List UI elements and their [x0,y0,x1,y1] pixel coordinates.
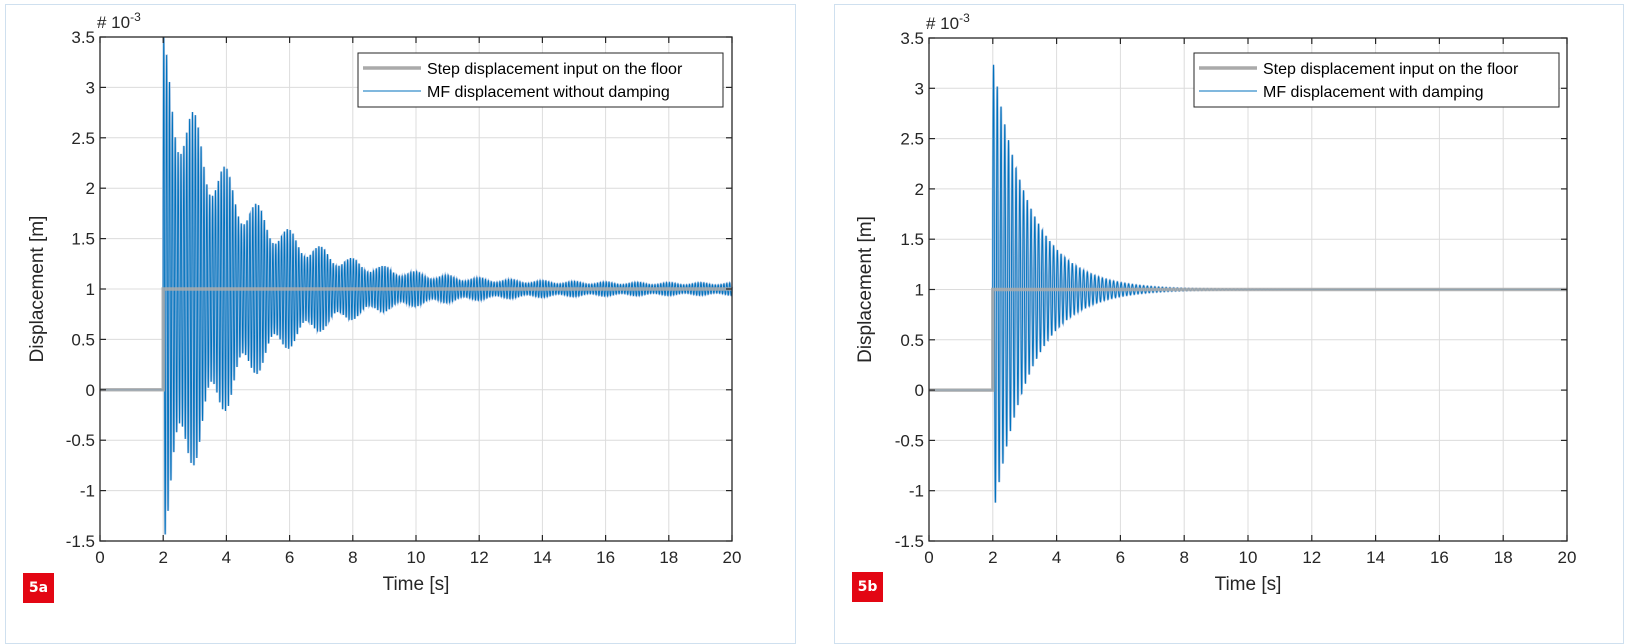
x-tick-label: 20 [723,548,742,567]
plot-series [100,36,734,535]
y-tick-label: 2.5 [71,129,95,148]
x-tick-label: 16 [596,548,615,567]
x-tick-label: 6 [285,548,294,567]
x-tick-label: 18 [1494,548,1513,567]
x-axis-label: Time [s] [1215,574,1282,595]
y-tick-label: 1 [86,280,95,299]
figure-panel-5b [834,4,1624,644]
y-tick-label: 0 [915,381,924,400]
x-tick-label: 12 [470,548,489,567]
figure-badge-5a: 5a [23,573,54,603]
y-tick-label: 2 [86,179,95,198]
y-tick-label: 1 [915,281,924,300]
y-tick-label: -1 [909,482,924,501]
x-tick-label: 16 [1430,548,1449,567]
plot-series [929,64,1567,503]
y-tick-label: 3.5 [900,29,924,48]
y-tick-label: 2.5 [900,130,924,149]
y-tick-label: 1.5 [900,230,924,249]
x-tick-label: 14 [1366,548,1385,567]
axes-box [99,36,733,542]
y-axis-label: Displacement [m] [855,216,876,363]
x-tick-label: 4 [1052,548,1061,567]
x-tick-label: 2 [988,548,997,567]
y-tick-label: 1.5 [71,230,95,249]
legend-box [1193,52,1560,108]
x-tick-label: 18 [659,548,678,567]
legend: Step displacement input on the floor MF … [357,52,724,108]
x-tick-label: 0 [95,548,104,567]
y-tick-label: 0.5 [900,331,924,350]
legend-response-label: MF displacement with damping [1263,84,1484,101]
charts-canvas: 0 2 4 6 8 10 12 14 16 18 20-1.5-1-0.500.511.522.53… [27,10,1576,595]
x-tick-label: 20 [1558,548,1577,567]
y-exponent-label: # 10-3 [97,10,141,32]
legend-response-label: MF displacement without damping [427,84,670,101]
y-axis-label: Displacement [m] [27,216,48,363]
y-tick-label: 3 [915,79,924,98]
y-tick-label: 3 [86,78,95,97]
x-tick-label: 8 [348,548,357,567]
tick-labels: 0 2 4 6 8 10 12 14 16 18 20 -1.5 -1 -0.5 0 0.5 1 1.5 2 2.5 3… [895,29,1577,567]
figure-panel-5a [5,4,796,644]
legend-box [357,52,724,108]
y-tick-label: -0.5 [895,431,924,450]
x-tick-label: 10 [1239,548,1258,567]
legend-step-label: Step displacement input on the floor [427,61,683,78]
chart-5a: 0 2 4 6 8 10 12 14 16 18 20 -1.5 -1 -0.5 0 0.5 1 1.5 2 2.5 3… [27,10,741,595]
legend-step-label: Step displacement input on the floor [1263,61,1519,78]
x-tick-label: 12 [1302,548,1321,567]
y-tick-label: 0.5 [71,330,95,349]
y-exponent-label: # 10-3 [926,11,970,33]
x-tick-label: 2 [158,548,167,567]
y-tick-label: -1 [80,482,95,501]
y-tick-label: 3.5 [71,28,95,47]
y-tick-label: 2 [915,180,924,199]
x-tick-label: 4 [222,548,231,567]
x-tick-label: 8 [1179,548,1188,567]
axes-box [928,37,1568,542]
x-tick-label: 6 [1116,548,1125,567]
tick-labels: 0 2 4 6 8 10 12 14 16 18 20 -1.5 -1 -0.5 0 0.5 1 1.5 2 2.5 3… [66,28,742,567]
y-tick-label: -1.5 [895,532,924,551]
y-tick-label: 0 [86,381,95,400]
chart-5b: 0 2 4 6 8 10 12 14 16 18 20 -1.5 -1 -0.5 0 0.5 1 1.5 2 2.5 3… [855,11,1576,595]
y-tick-label: -0.5 [66,431,95,450]
y-tick-label: -1.5 [66,532,95,551]
x-tick-label: 0 [924,548,933,567]
x-tick-label: 10 [407,548,426,567]
x-axis-label: Time [s] [383,574,450,595]
figure-badge-5b: 5b [852,572,883,602]
legend: Step displacement input on the floor MF … [1193,52,1560,108]
x-tick-label: 14 [533,548,552,567]
